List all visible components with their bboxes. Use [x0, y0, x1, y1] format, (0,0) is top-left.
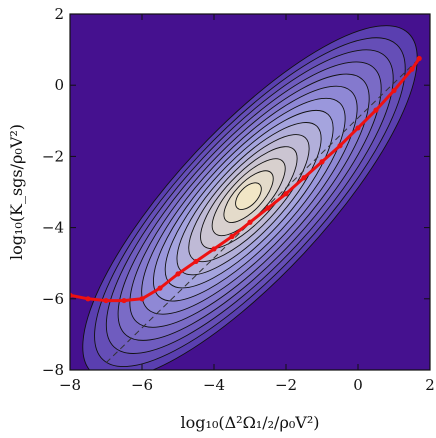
- x-tick-label: 2: [425, 376, 435, 394]
- red-curve-point: [121, 297, 127, 304]
- red-curve-point: [337, 143, 343, 149]
- y-tick-label: −8: [42, 361, 64, 379]
- y-axis-label: log₁₀(K_sgs/ρ₀V²): [7, 124, 26, 260]
- x-axis-label: log₁₀(Δ²Ω₁/₂/ρ₀V²): [181, 413, 320, 432]
- red-curve-point: [175, 271, 181, 277]
- red-curve-point: [193, 258, 199, 265]
- red-curve-point: [211, 246, 217, 252]
- red-curve-point: [139, 296, 145, 302]
- plot-frame: [69, 13, 431, 371]
- red-curve-point: [157, 285, 163, 291]
- x-tick-label: −4: [203, 376, 225, 394]
- red-curve-point: [301, 175, 307, 181]
- x-tick-label: 0: [353, 376, 363, 394]
- x-tick-label: −2: [275, 376, 297, 394]
- red-curve-point: [319, 159, 325, 165]
- y-tick-label: −2: [42, 147, 64, 165]
- y-tick-label: −4: [42, 219, 64, 237]
- red-curve-point: [103, 297, 109, 304]
- red-curve-point: [355, 125, 361, 131]
- x-tick-label: −6: [131, 376, 153, 394]
- y-tick-label: −6: [42, 290, 64, 308]
- red-curve-point: [70, 292, 73, 298]
- dashed-reference-line: [105, 58, 420, 364]
- red-curve-point: [85, 296, 91, 302]
- red-curve-point: [416, 55, 422, 62]
- red-curve-point: [265, 205, 271, 211]
- y-tick-label: 0: [54, 76, 64, 94]
- y-tick-label: 2: [54, 5, 64, 23]
- red-curve-point: [229, 233, 235, 240]
- red-curve-point: [283, 191, 289, 197]
- red-curve-point: [391, 87, 397, 94]
- red-curve-point: [247, 219, 253, 225]
- x-tick-label: −8: [59, 376, 81, 394]
- red-curve-point: [373, 107, 379, 113]
- contour-level-14: [235, 182, 262, 210]
- red-curve-point: [409, 66, 415, 72]
